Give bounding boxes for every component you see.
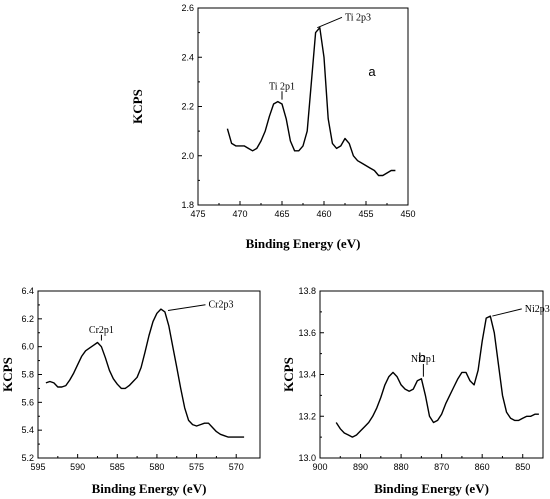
x-tick-label: 570: [229, 462, 244, 472]
y-axis-title: KCPS: [281, 357, 296, 392]
y-tick-label: 2.4: [181, 52, 194, 62]
panel-letter: a: [368, 64, 376, 79]
plot-frame: [37, 290, 261, 459]
x-tick-label: 465: [274, 209, 289, 219]
chart-panel-2: 595 590 585 580 575 570 5.2 5.4 5.6 5.8 6.0 6.2 6.4 B…: [0, 286, 261, 496]
x-tick-label: 880: [394, 462, 409, 472]
peak-label: Ni2p1: [411, 354, 436, 365]
y-tick-label: 5.2: [21, 453, 34, 463]
annotation-leader: [167, 304, 206, 311]
y-tick-label: 13.8: [298, 286, 316, 296]
y-tick-label: 5.4: [21, 425, 34, 435]
y-tick-label: 13.6: [298, 328, 316, 338]
x-tick-label: 900: [312, 462, 327, 472]
x-tick-label: 595: [30, 462, 45, 472]
chart-panel-3: 900 890 880 870 860 850 13.0 13.2 13.4 13.6 13.8 Bi…: [281, 286, 550, 496]
y-axis-title: KCPS: [0, 357, 15, 392]
x-tick-label: 585: [110, 462, 125, 472]
spectrum-line-1: [335, 315, 539, 438]
y-tick-label: 13.0: [298, 453, 316, 463]
peak-label: Cr2p3: [208, 300, 233, 311]
peak-label: Ni2p3: [525, 304, 550, 315]
annotation-leader: [317, 16, 343, 29]
x-tick-label: 450: [400, 209, 415, 219]
x-tick-label: 890: [353, 462, 368, 472]
y-tick-label: 2.2: [181, 102, 194, 112]
x-tick-label: 455: [358, 209, 373, 219]
spectrum-line-1: [45, 308, 245, 438]
peak-label: Ti 2p1: [269, 81, 295, 92]
y-tick-label: 6.0: [21, 342, 34, 352]
spectrum-line-1: [226, 27, 396, 177]
y-tick-label: 13.4: [298, 370, 316, 380]
panel-letter: b: [418, 350, 425, 365]
x-axis-title: Binding Energy (eV): [92, 481, 207, 496]
y-tick-label: 2.6: [181, 3, 194, 13]
y-tick-label: 13.2: [298, 411, 316, 421]
x-axis-title: Binding Energy (eV): [246, 236, 361, 251]
y-tick-label: 2.0: [181, 151, 194, 161]
annotation-leader: [492, 308, 522, 317]
chart-panel-1: 475 470 465 460 455 450 1.8 2.0 2.2 2.4 2.6 Binding…: [130, 3, 416, 251]
y-axis-title: KCPS: [130, 89, 145, 124]
plot-frame: [319, 290, 544, 459]
x-tick-label: 870: [434, 462, 449, 472]
x-tick-label: 590: [70, 462, 85, 472]
y-tick-label: 1.8: [181, 200, 194, 210]
x-axis-title: Binding Energy (eV): [374, 481, 489, 496]
y-tick-label: 6.4: [21, 286, 34, 296]
x-tick-label: 475: [190, 209, 205, 219]
x-tick-label: 460: [316, 209, 331, 219]
plot-frame: [197, 7, 409, 206]
x-tick-label: 580: [149, 462, 164, 472]
x-tick-label: 860: [475, 462, 490, 472]
peak-label: Ti 2p3: [345, 12, 371, 23]
y-tick-label: 6.2: [21, 314, 34, 324]
peak-label: Cr2p1: [89, 325, 114, 336]
x-tick-label: 470: [232, 209, 247, 219]
y-tick-label: 5.8: [21, 370, 34, 380]
x-tick-label: 850: [515, 462, 530, 472]
y-tick-label: 5.6: [21, 397, 34, 407]
x-tick-label: 575: [189, 462, 204, 472]
